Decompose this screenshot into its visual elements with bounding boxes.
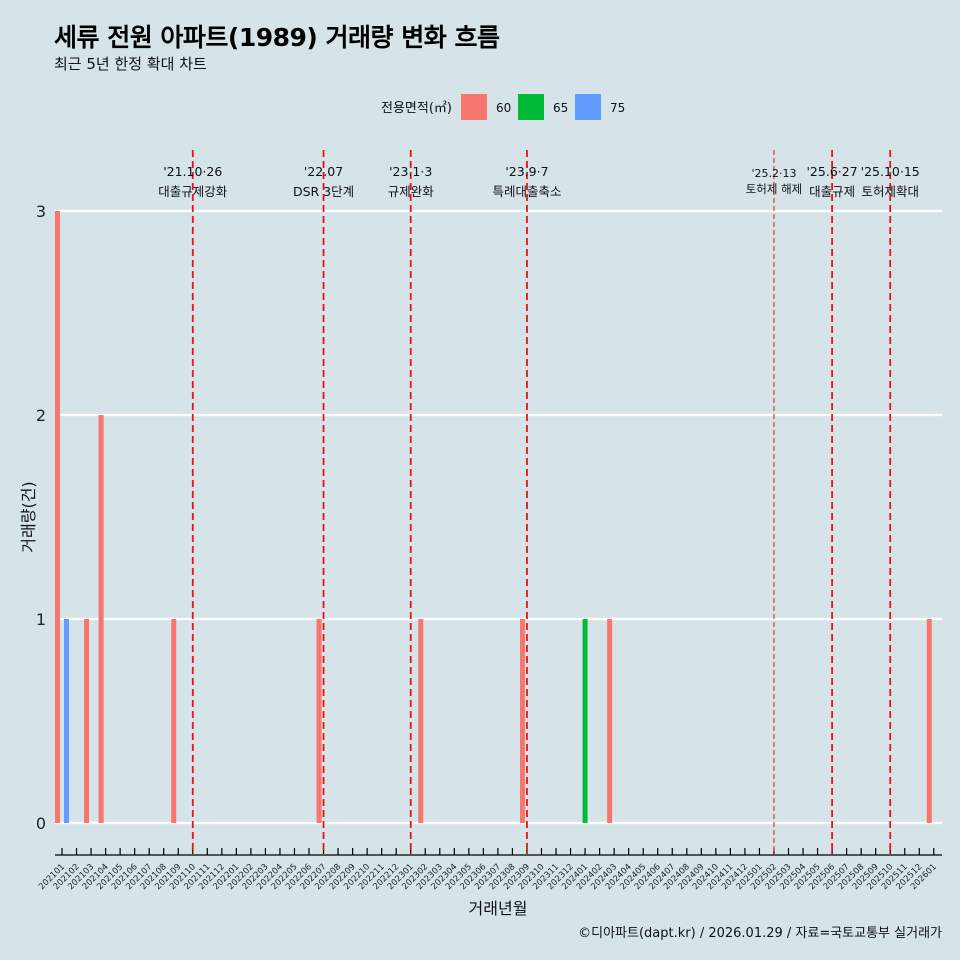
legend-label: 65 (553, 101, 568, 115)
legend-swatch-60 (461, 94, 487, 120)
y-tick-label: 3 (36, 202, 46, 221)
event-label: 특례대출축소 (492, 184, 561, 199)
event-date: '25.10·15 (861, 164, 920, 179)
legend-swatch-75 (575, 94, 601, 120)
bar-60-202104 (98, 415, 104, 823)
bar-60-202403 (607, 619, 613, 823)
event-label: DSR 3단계 (293, 184, 354, 199)
event-label: 대출규제 (809, 184, 855, 199)
legend-swatch-65 (518, 94, 544, 120)
legend-label: 60 (496, 101, 511, 115)
chart-title: 세류 전원 아파트(1989) 거래량 변화 흐름 (54, 23, 500, 52)
event-date: '21.10·26 (163, 164, 222, 179)
bar-60-202309 (519, 619, 525, 823)
event-date: '23.1·3 (389, 164, 432, 179)
event-date: '25.2·13 (751, 167, 796, 180)
bar-60-202207 (316, 619, 322, 823)
bar-60-202109 (171, 619, 177, 823)
legend-title: 전용면적(㎡) (381, 101, 452, 116)
event-label: 토허제확대 (861, 184, 919, 199)
y-tick-label: 2 (36, 406, 46, 425)
source-caption: ©디아파트(dapt.kr) / 2026.01.29 / 자료=국토교통부 실… (578, 926, 942, 941)
bar-60-202302 (418, 619, 424, 823)
bar-60-202601 (926, 619, 932, 823)
event-label: 대출규제강화 (158, 184, 228, 199)
legend-label: 75 (610, 101, 625, 115)
event-label: 규제완화 (388, 184, 435, 199)
x-axis-title: 거래년월 (469, 899, 528, 918)
y-tick-label: 0 (36, 814, 46, 833)
y-tick-label: 1 (36, 610, 46, 629)
bar-65-202401 (582, 619, 588, 823)
y-axis-title: 거래량(건) (19, 481, 38, 552)
event-date: '23.9·7 (505, 164, 548, 179)
bar-75-202101 (64, 619, 69, 823)
event-date: '22.07 (304, 164, 343, 179)
chart-subtitle: 최근 5년 한정 확대 차트 (54, 55, 207, 73)
event-date: '25.6·27 (807, 164, 858, 179)
bar-60-202101 (55, 211, 60, 823)
event-label: 토허제 해제 (746, 182, 803, 196)
bar-60-202103 (84, 619, 90, 823)
